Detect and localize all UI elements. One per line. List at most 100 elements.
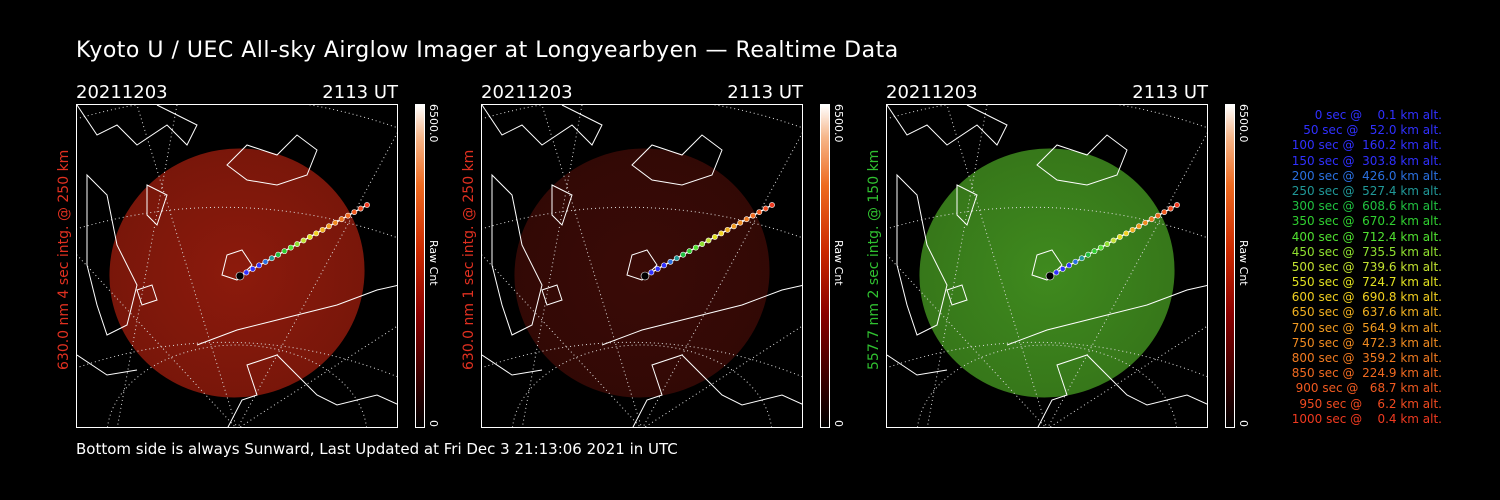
track-point [306,234,313,240]
legend-row: 50 sec @ 52.0 km alt. [1303,123,1442,138]
track-point [699,241,706,247]
track-point [275,251,281,258]
panel-1-colorbar [415,104,425,428]
legend-row: 950 sec @ 6.2 km alt. [1299,396,1442,411]
panel-1-ylabel: 630.0 nm 4 sec intg. @ 250 km [56,149,72,370]
track-point [1078,255,1085,262]
legend-row: 400 sec @ 712.4 km alt. [1291,229,1442,244]
track-point [718,230,725,237]
panel-3-cbar-min: 0 [1237,420,1250,427]
panel-2-date: 20211203 [481,82,573,103]
track-point [1059,265,1066,272]
legend-row: 500 sec @ 739.6 km alt. [1291,259,1442,274]
track-point [1072,258,1079,265]
track-point [300,237,307,244]
satellite-track [235,202,370,281]
track-point [294,241,301,247]
track-point [1148,216,1155,223]
track-point [737,219,744,226]
track-point [262,258,269,265]
legend-row: 900 sec @ 68.7 km alt. [1295,381,1442,396]
panel-1-date: 20211203 [76,82,168,103]
graticule [482,105,802,427]
legend-row: 800 sec @ 359.2 km alt. [1291,351,1442,365]
panel-2-time: 2113 UT [727,82,803,103]
track-point [1104,241,1111,247]
track-point [364,202,370,208]
track-point [319,226,326,233]
track-point [705,237,712,244]
graticule [887,105,1207,427]
track-point [648,269,655,276]
track-point [769,202,775,208]
panel-3-map [887,105,1207,427]
legend-row: 150 sec @ 303.8 km alt. [1291,153,1442,168]
legend-row: 550 sec @ 724.7 km alt. [1291,275,1442,290]
track-point [1085,251,1091,258]
track-point [1123,230,1130,237]
airglow-image [109,148,365,398]
panel-1-map [77,105,397,427]
legend-row: 750 sec @ 472.3 km alt. [1291,335,1442,350]
satellite-track [640,202,775,281]
panel-3-cbar-max: 6500.0 [1237,104,1250,143]
track-point [640,271,650,281]
footer-note: Bottom side is always Sunward, Last Upda… [76,440,678,458]
track-point [332,219,339,226]
coastlines [77,105,397,427]
track-point [249,265,256,272]
legend-row: 650 sec @ 637.6 km alt. [1291,305,1442,320]
legend-row: 850 sec @ 224.9 km alt. [1291,366,1442,381]
track-point [1174,202,1180,208]
coastlines [887,105,1207,427]
panel-3-colorbar [1225,104,1235,428]
legend-row: 100 sec @ 160.2 km alt. [1291,138,1442,153]
track-point [1129,226,1136,233]
legend-row: 0 sec @ 0.1 km alt. [1314,108,1442,122]
page-title: Kyoto U / UEC All-sky Airglow Imager at … [76,38,899,63]
legend-row: 200 sec @ 426.0 km alt. [1291,168,1442,183]
track-point [724,226,731,233]
panel-2-image [481,104,803,428]
panel-2-cbar-unit: Raw Cnt [832,240,845,286]
altitude-legend: 0 sec @ 0.1 km alt. 50 sec @ 52.0 km alt.… [1262,108,1442,427]
track-point [1053,269,1060,276]
track-point [667,258,674,265]
track-point [1167,205,1174,212]
panel-2-colorbar [820,104,830,428]
track-point [235,271,245,281]
track-point [313,230,320,237]
track-point [711,234,718,240]
legend-row: 600 sec @ 690.8 km alt. [1291,290,1442,305]
track-point [654,265,661,272]
track-point [692,244,699,251]
panel-3-cbar-unit: Raw Cnt [1237,240,1250,286]
track-point [673,255,680,262]
panel-1-cbar-unit: Raw Cnt [427,240,440,286]
track-point [351,209,358,215]
track-point [1110,237,1117,244]
panel-2-cbar-min: 0 [832,420,845,427]
track-point [1116,234,1123,240]
track-point [1135,223,1142,230]
panel-1-image [76,104,398,428]
track-point [287,244,294,251]
track-point [743,216,750,223]
panel-1-cbar-min: 0 [427,420,440,427]
panel-3-date: 20211203 [886,82,978,103]
panel-3-image [886,104,1208,428]
panel-3-ylabel: 557.7 nm 2 sec intg. @ 150 km [866,149,882,370]
airglow-image [514,148,770,398]
panel-3-time: 2113 UT [1132,82,1208,103]
track-point [243,269,250,276]
track-point [750,212,756,219]
track-point [357,205,364,212]
track-point [345,212,351,219]
track-point [680,251,686,258]
legend-row: 250 sec @ 527.4 km alt. [1291,183,1442,198]
coastlines [482,105,802,427]
track-point [1045,271,1055,281]
track-point [1066,262,1072,269]
panel-2-map [482,105,802,427]
track-point [730,223,737,230]
